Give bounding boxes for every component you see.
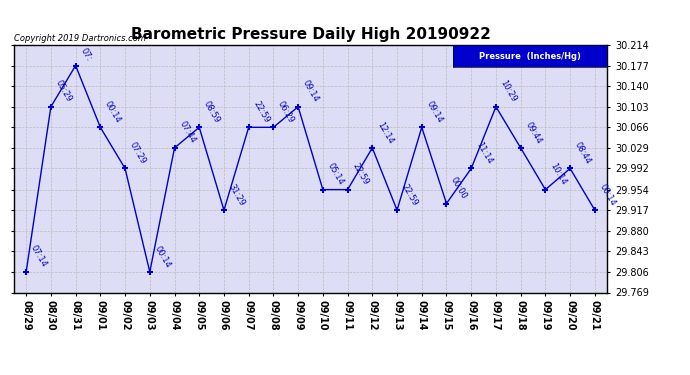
Text: 00:14: 00:14 bbox=[598, 182, 618, 207]
Text: 22:59: 22:59 bbox=[251, 99, 271, 124]
Text: 11:14: 11:14 bbox=[474, 141, 493, 166]
Text: 22:59: 22:59 bbox=[351, 162, 370, 187]
Text: 07:29: 07:29 bbox=[128, 141, 148, 166]
Text: 09:14: 09:14 bbox=[301, 79, 321, 104]
Text: 06:29: 06:29 bbox=[276, 99, 296, 124]
Text: 07:44: 07:44 bbox=[177, 120, 197, 145]
Text: 10:14: 10:14 bbox=[548, 162, 568, 187]
Text: Copyright 2019 Dartronics.com: Copyright 2019 Dartronics.com bbox=[14, 33, 146, 42]
Text: 22:59: 22:59 bbox=[400, 182, 420, 207]
Text: 00:14: 00:14 bbox=[103, 99, 123, 124]
Text: 09:14: 09:14 bbox=[424, 99, 444, 124]
Text: 00:00: 00:00 bbox=[449, 176, 469, 201]
Text: 08:44: 08:44 bbox=[573, 141, 593, 166]
Title: Barometric Pressure Daily High 20190922: Barometric Pressure Daily High 20190922 bbox=[130, 27, 491, 42]
Text: 10:29: 10:29 bbox=[499, 79, 518, 104]
Text: 31:29: 31:29 bbox=[227, 182, 246, 207]
Text: 12:14: 12:14 bbox=[375, 120, 395, 145]
Text: 09:44: 09:44 bbox=[524, 120, 543, 145]
Text: 00:14: 00:14 bbox=[152, 244, 172, 269]
Text: 07:14: 07:14 bbox=[29, 244, 49, 269]
Text: 07:: 07: bbox=[79, 47, 93, 63]
Text: 08:59: 08:59 bbox=[202, 99, 221, 124]
Text: 05:14: 05:14 bbox=[326, 162, 345, 187]
Text: 05:29: 05:29 bbox=[54, 79, 73, 104]
